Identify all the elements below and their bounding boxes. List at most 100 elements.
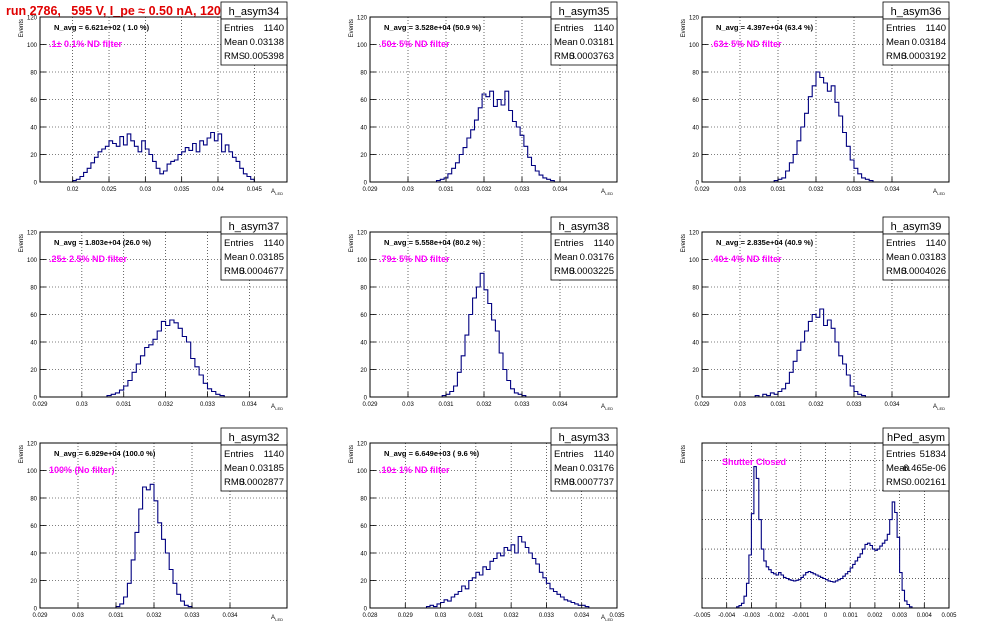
stats-entries-value: 1140 xyxy=(594,23,614,34)
y-tick-label: 100 xyxy=(27,43,38,49)
stats-mean-value: 0.03183 xyxy=(912,252,946,263)
y-tick-label: 20 xyxy=(360,368,367,374)
y-tick-label: 20 xyxy=(360,579,367,585)
navg-label: N_avg = 2.835e+04 (40.9 %) xyxy=(716,238,814,247)
stats-entries-label: Entries xyxy=(554,23,584,34)
x-axis-label-subscript: LED xyxy=(937,191,945,196)
x-axis-label: A xyxy=(601,189,605,195)
x-axis-label-subscript: LED xyxy=(275,191,283,196)
x-tick-label: 0.033 xyxy=(846,187,862,193)
x-tick-label: 0.032 xyxy=(476,402,492,408)
histogram-series xyxy=(115,483,193,608)
stats-mean-label: Mean xyxy=(886,37,910,48)
filter-note: .10± 1% ND filter xyxy=(379,465,450,475)
stats-entries-value: 1140 xyxy=(926,23,946,34)
stats-title: hPed_asym xyxy=(887,432,945,444)
navg-label: N_avg = 6.929e+04 (100.0 %) xyxy=(54,449,156,458)
y-tick-label: 40 xyxy=(30,552,37,558)
y-tick-label: 120 xyxy=(357,231,368,237)
x-tick-label: 0.034 xyxy=(242,402,258,408)
filter-note: 100% (No filter) xyxy=(49,465,115,475)
y-tick-label: 120 xyxy=(357,16,368,22)
y-axis-label: Events xyxy=(349,19,355,37)
stats-rms-value: 0.0004026 xyxy=(901,266,946,277)
y-tick-label: 20 xyxy=(30,368,37,374)
x-tick-label: 0.03 xyxy=(435,613,447,619)
y-tick-label: 60 xyxy=(30,524,37,530)
x-axis-label-subscript: LED xyxy=(937,406,945,411)
stats-entries-label: Entries xyxy=(886,449,916,460)
y-tick-label: 40 xyxy=(360,126,367,132)
x-tick-label: 0.029 xyxy=(362,402,378,408)
navg-label: N_avg = 6.621e+02 ( 1.0 %) xyxy=(54,23,150,32)
stats-entries-label: Entries xyxy=(224,449,254,460)
x-axis-label: A xyxy=(933,189,937,195)
stats-entries-value: 1140 xyxy=(264,23,284,34)
filter-note: .50± 5% ND filter xyxy=(379,39,450,49)
stats-box xyxy=(882,233,950,281)
navg-label: N_avg = 4.397e+04 (63.4 %) xyxy=(716,23,814,32)
x-tick-label: 0.04 xyxy=(212,187,224,193)
stats-rms-label: RMS xyxy=(886,266,907,277)
y-tick-label: 60 xyxy=(30,313,37,319)
stats-box xyxy=(882,444,950,492)
y-axis-label: Events xyxy=(19,234,25,252)
stats-entries-label: Entries xyxy=(554,449,584,460)
y-tick-label: 0 xyxy=(34,181,38,187)
x-tick-label: 0.03 xyxy=(734,402,746,408)
stats-mean-label: Mean xyxy=(554,252,578,263)
y-tick-label: 20 xyxy=(30,153,37,159)
stats-rms-value: 0.0003763 xyxy=(569,51,614,62)
y-axis-label: Events xyxy=(681,445,687,463)
y-tick-label: 80 xyxy=(30,497,37,503)
stats-box xyxy=(220,18,288,66)
stats-entries-value: 51834 xyxy=(920,449,946,460)
y-tick-label: 0 xyxy=(364,607,368,613)
x-tick-label: -0.005 xyxy=(693,613,711,619)
x-tick-label: 0.029 xyxy=(694,402,710,408)
stats-box xyxy=(550,233,618,281)
y-tick-label: 100 xyxy=(27,258,38,264)
x-tick-label: 0.034 xyxy=(884,402,900,408)
stats-title: h_asym33 xyxy=(559,432,610,444)
y-tick-label: 80 xyxy=(30,71,37,77)
navg-label: N_avg = 5.558e+04 (80.2 %) xyxy=(384,238,482,247)
stats-entries-value: 1140 xyxy=(264,238,284,249)
y-tick-label: 40 xyxy=(30,126,37,132)
x-tick-label: 0.003 xyxy=(892,613,908,619)
stats-rms-value: 0.002161 xyxy=(906,477,946,488)
x-tick-label: 0.03 xyxy=(76,402,88,408)
stats-box xyxy=(220,444,288,492)
stats-entries-value: 1140 xyxy=(594,449,614,460)
y-tick-label: 100 xyxy=(689,258,700,264)
stats-box xyxy=(550,444,618,492)
x-tick-label: 0.033 xyxy=(184,613,200,619)
histogram-series xyxy=(425,535,590,608)
x-tick-label: -0.002 xyxy=(768,613,786,619)
x-tick-label: 0.035 xyxy=(174,187,190,193)
x-axis-label-subscript: LED xyxy=(605,617,613,622)
stats-entries-label: Entries xyxy=(224,238,254,249)
stats-rms-value: 0.0003225 xyxy=(569,266,614,277)
x-tick-label: 0.031 xyxy=(770,402,786,408)
x-tick-label: -0.004 xyxy=(718,613,736,619)
x-tick-label: 0.029 xyxy=(694,187,710,193)
x-tick-label: 0.034 xyxy=(222,613,238,619)
x-axis-label-subscript: LED xyxy=(275,406,283,411)
stats-mean-value: 0.03185 xyxy=(250,463,284,474)
stats-entries-value: 1140 xyxy=(926,238,946,249)
x-axis-label-subscript: LED xyxy=(275,617,283,622)
x-tick-label: 0.025 xyxy=(102,187,118,193)
y-tick-label: 80 xyxy=(360,497,367,503)
x-axis-label: A xyxy=(601,615,605,621)
y-tick-label: 0 xyxy=(696,396,700,402)
x-tick-label: 0.03 xyxy=(402,187,414,193)
y-tick-label: 100 xyxy=(357,258,368,264)
x-tick-label: 0.032 xyxy=(146,613,162,619)
y-tick-label: 80 xyxy=(692,286,699,292)
y-tick-label: 20 xyxy=(30,579,37,585)
x-tick-label: 0.034 xyxy=(884,187,900,193)
y-tick-label: 0 xyxy=(34,396,38,402)
